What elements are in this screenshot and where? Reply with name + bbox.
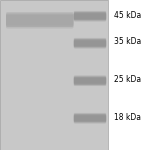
FancyBboxPatch shape [74,12,106,20]
FancyBboxPatch shape [74,13,106,21]
FancyBboxPatch shape [6,15,74,28]
FancyBboxPatch shape [0,0,108,150]
FancyBboxPatch shape [6,12,74,26]
FancyBboxPatch shape [6,14,74,27]
FancyBboxPatch shape [74,38,106,46]
FancyBboxPatch shape [74,77,106,85]
FancyBboxPatch shape [74,113,106,121]
FancyBboxPatch shape [74,75,106,84]
Text: 45 kDa: 45 kDa [114,11,141,20]
FancyBboxPatch shape [74,11,106,19]
FancyBboxPatch shape [74,78,106,86]
Text: 25 kDa: 25 kDa [114,75,141,84]
FancyBboxPatch shape [74,40,106,49]
Text: 35 kDa: 35 kDa [114,38,141,46]
FancyBboxPatch shape [74,114,106,122]
FancyBboxPatch shape [74,115,106,124]
FancyBboxPatch shape [74,39,106,47]
Text: 18 kDa: 18 kDa [114,112,141,122]
